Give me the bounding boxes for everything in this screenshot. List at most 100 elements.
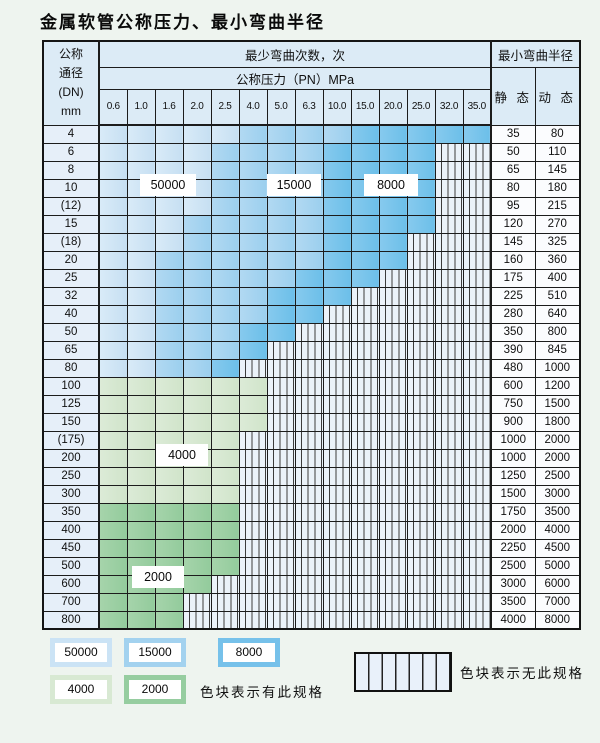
grid-cell-dn100-p20.0 [378,376,408,396]
grid-cell-dn600-p20.0 [378,574,408,594]
grid-cell-dn200-p15.0 [350,448,380,468]
grid-cell-dn65-p2.0 [182,340,212,360]
pressure-header-15.0: 15.0 [350,88,380,126]
grid-cell-dn200-p10.0 [322,448,352,468]
legend-swatch-15000: 15000 [124,638,186,667]
grid-cell-dn(12)-p1.0 [126,196,156,216]
grid-cell-dn15-p25.0 [406,214,436,234]
grid-cell-dn(18)-p2.0 [182,232,212,252]
grid-cell-dn250-p5.0 [266,466,296,486]
grid-cell-dn32-p2.0 [182,286,212,306]
table-row-dn-150: 150 900 1800 [42,412,581,432]
grid-cell-dn300-p1.6 [154,484,184,504]
static-value: 1250 [490,466,536,486]
grid-cell-dn80-p1.0 [126,358,156,378]
legend-swatch-50000-label: 50000 [55,643,107,662]
static-value: 175 [490,268,536,288]
grid-cell-dn8-p35.0 [462,160,492,180]
grid-cell-dn6-p2.0 [182,142,212,162]
grid-cell-dn80-p6.3 [294,358,324,378]
dn-label: 125 [42,394,100,414]
grid-cell-dn65-p2.5 [210,340,240,360]
static-value: 120 [490,214,536,234]
grid-cell-dn(18)-p2.5 [210,232,240,252]
grid-cell-dn80-p5.0 [266,358,296,378]
grid-cell-dn20-p6.3 [294,250,324,270]
grid-cell-dn(12)-p25.0 [406,196,436,216]
grid-cell-dn32-p1.0 [126,286,156,306]
grid-cell-dn32-p35.0 [462,286,492,306]
grid-cell-dn450-p5.0 [266,538,296,558]
grid-cell-dn700-p25.0 [406,592,436,612]
grid-cell-dn(18)-p0.6 [98,232,128,252]
grid-cell-dn600-p2.0 [182,574,212,594]
grid-cell-dn250-p1.0 [126,466,156,486]
pressure-header-2.5: 2.5 [210,88,240,126]
dynamic-value: 510 [534,286,581,306]
grid-cell-dn200-p35.0 [462,448,492,468]
grid-cell-dn32-p4.0 [238,286,268,306]
grid-cell-dn25-p35.0 [462,268,492,288]
dynamic-value: 8000 [534,610,581,630]
grid-cell-dn125-p5.0 [266,394,296,414]
dn-label: 400 [42,520,100,540]
grid-cell-dn250-p2.0 [182,466,212,486]
grid-cell-dn400-p4.0 [238,520,268,540]
pressure-header-32.0: 32.0 [434,88,464,126]
grid-cell-dn700-p10.0 [322,592,352,612]
grid-cell-dn100-p4.0 [238,376,268,396]
static-value: 145 [490,232,536,252]
table-row-dn-450: 450 2250 4500 [42,538,581,558]
legend-swatch-4000: 4000 [50,675,112,704]
grid-cell-dn10-p35.0 [462,178,492,198]
grid-cell-dn250-p0.6 [98,466,128,486]
grid-cell-dn(12)-p4.0 [238,196,268,216]
dynamic-value: 110 [534,142,581,162]
grid-cell-dn350-p35.0 [462,502,492,522]
grid-cell-dn4-p1.0 [126,124,156,144]
table-row-dn-700: 700 3500 7000 [42,592,581,612]
dynamic-value: 845 [534,340,581,360]
grid-cell-dn300-p5.0 [266,484,296,504]
grid-cell-dn600-p15.0 [350,574,380,594]
grid-cell-dn250-p6.3 [294,466,324,486]
grid-cell-dn65-p35.0 [462,340,492,360]
table-row-dn-20: 20 160 360 [42,250,581,270]
grid-cell-dn150-p4.0 [238,412,268,432]
grid-cell-dn4-p5.0 [266,124,296,144]
grid-cell-dn65-p5.0 [266,340,296,360]
grid-cell-dn500-p25.0 [406,556,436,576]
dn-label: 700 [42,592,100,612]
static-value: 50 [490,142,536,162]
grid-cell-dn15-p2.5 [210,214,240,234]
table-row-dn-100: 100 600 1200 [42,376,581,396]
static-value: 225 [490,286,536,306]
static-value: 1500 [490,484,536,504]
grid-cell-dn6-p35.0 [462,142,492,162]
grid-cell-dn20-p2.5 [210,250,240,270]
grid-cell-dn80-p15.0 [350,358,380,378]
grid-cell-dn700-p1.6 [154,592,184,612]
grid-cell-dn150-p35.0 [462,412,492,432]
grid-cell-dn32-p2.5 [210,286,240,306]
grid-cell-dn100-p15.0 [350,376,380,396]
grid-cell-dn400-p1.0 [126,520,156,540]
grid-cell-dn15-p10.0 [322,214,352,234]
grid-cell-dn6-p4.0 [238,142,268,162]
grid-cell-dn15-p2.0 [182,214,212,234]
grid-cell-dn50-p5.0 [266,322,296,342]
grid-cell-dn6-p6.3 [294,142,324,162]
grid-cell-dn450-p20.0 [378,538,408,558]
spec-table: 公称 通径 (DN) mm 最少弯曲次数，次 最小弯曲半径 公称压力（PN）MPa 静 态动 … [42,40,581,630]
grid-cell-dn10-p32.0 [434,178,464,198]
grid-cell-dn300-p35.0 [462,484,492,504]
grid-cell-dn800-p2.0 [182,610,212,630]
grid-cell-dn700-p6.3 [294,592,324,612]
grid-cell-dn300-p25.0 [406,484,436,504]
static-value: 1000 [490,430,536,450]
pressure-header-20.0: 20.0 [378,88,408,126]
grid-cell-dn250-p25.0 [406,466,436,486]
grid-cell-dn400-p35.0 [462,520,492,540]
grid-cell-dn(18)-p32.0 [434,232,464,252]
dn-label: 600 [42,574,100,594]
